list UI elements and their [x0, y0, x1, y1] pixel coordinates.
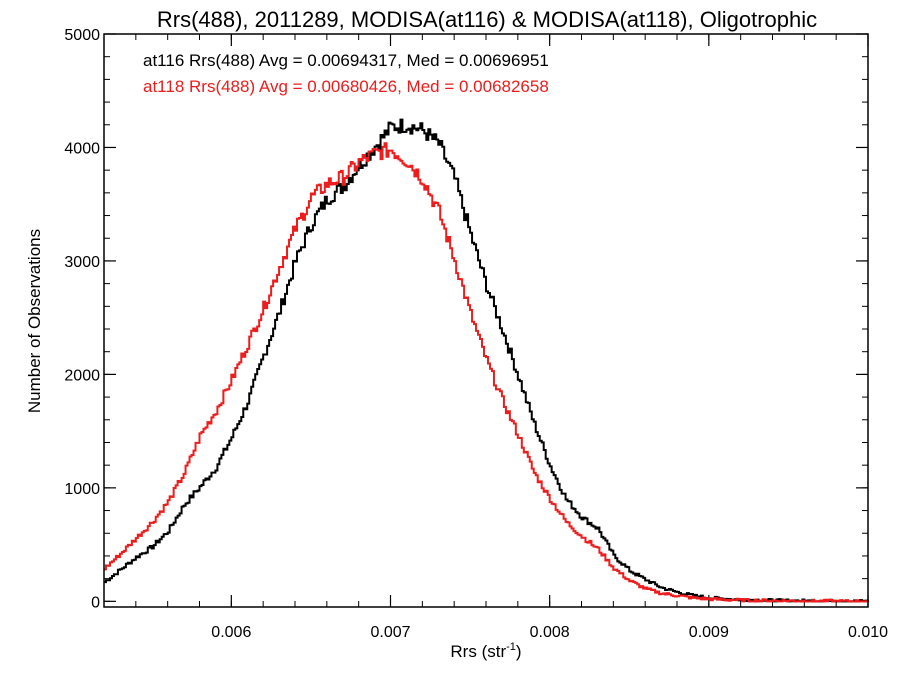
axis-ticks — [103, 33, 869, 607]
legend-at118: at118 Rrs(488) Avg = 0.00680426, Med = 0… — [143, 77, 549, 96]
series-line-1 — [104, 142, 869, 603]
y-tick-label: 0 — [91, 594, 100, 611]
x-tick-label: 0.010 — [848, 624, 888, 641]
x-axis-label-suffix: ) — [516, 642, 522, 661]
x-tick-label: 0.006 — [211, 624, 251, 641]
y-axis-label: Number of Observations — [25, 229, 44, 413]
y-tick-label: 2000 — [64, 367, 100, 384]
x-tick-label: 0.008 — [530, 624, 570, 641]
x-tick-label: 0.009 — [689, 624, 729, 641]
series-line-0 — [104, 118, 869, 603]
axis-tick-labels: 0.006 0.007 0.008 0.009 0.010 0 1000 2000 3000 40… — [64, 27, 888, 641]
x-axis-label-main: Rrs (str — [450, 642, 506, 661]
legend-at116: at116 Rrs(488) Avg = 0.00694317, Med = 0… — [143, 51, 549, 70]
x-axis-label-sup: -1 — [506, 641, 516, 653]
plot-frame — [103, 33, 869, 608]
data-series — [104, 118, 869, 603]
chart-title: Rrs(488), 2011289, MODISA(at116) & MODIS… — [157, 7, 817, 32]
y-tick-label: 4000 — [64, 140, 100, 157]
y-tick-label: 3000 — [64, 254, 100, 271]
x-axis-label: Rrs (str-1) — [450, 641, 521, 661]
y-tick-label: 5000 — [64, 27, 100, 44]
y-tick-label: 1000 — [64, 481, 100, 498]
x-tick-label: 0.007 — [370, 624, 410, 641]
